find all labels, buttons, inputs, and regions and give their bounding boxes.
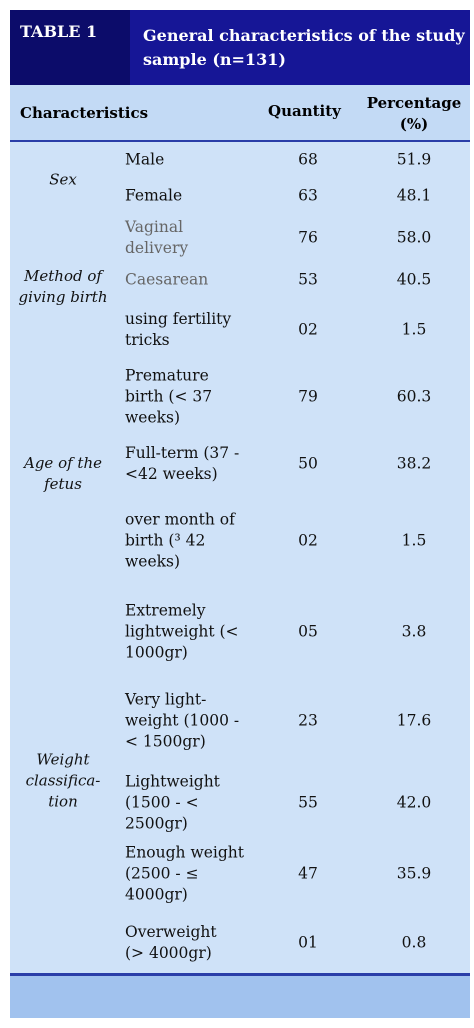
table-label: TABLE 1 <box>20 22 98 41</box>
column-header: Characteristics <box>20 104 149 122</box>
percentage: 48.1 <box>396 186 432 205</box>
characteristic: Full-term (37 - <42 weeks) <box>125 444 240 483</box>
quantity: 53 <box>298 270 318 289</box>
rule <box>10 140 470 142</box>
percentage: 40.5 <box>396 270 432 289</box>
characteristic: Premature birth (< 37 weeks) <box>125 366 213 427</box>
quantity: 01 <box>298 933 318 952</box>
characteristic: over month of birth (³ 42 weeks) <box>125 510 235 571</box>
quantity: 02 <box>298 320 318 339</box>
percentage: 1.5 <box>401 320 427 339</box>
group-label: Method of giving birth <box>18 267 108 306</box>
percentage: 51.9 <box>396 150 432 169</box>
quantity: 68 <box>298 150 318 169</box>
characteristic: Extremely lightweight (< 1000gr) <box>125 601 239 662</box>
group-label: Sex <box>49 170 77 189</box>
quantity: 63 <box>298 186 318 205</box>
percentage: 38.2 <box>396 454 432 473</box>
percentage: 35.9 <box>396 864 432 883</box>
quantity: 05 <box>298 622 318 641</box>
quantity: 79 <box>298 387 318 406</box>
quantity: 23 <box>298 711 318 730</box>
characteristic: Caesarean <box>125 270 209 289</box>
body-bg <box>10 142 470 973</box>
table-title: General characteristics of the study sam… <box>143 26 465 69</box>
characteristic: Male <box>125 150 165 169</box>
percentage: 58.0 <box>396 228 432 247</box>
quantity: 50 <box>298 454 318 473</box>
group-label: Weight classifica- tion <box>25 750 101 811</box>
characteristic: using fertility tricks <box>125 310 232 349</box>
header-label-bg <box>10 10 130 85</box>
percentage: 1.5 <box>401 531 427 550</box>
percentage: 17.6 <box>396 711 432 730</box>
characteristic: Vaginal delivery <box>125 218 189 257</box>
characteristic: Female <box>125 186 183 205</box>
quantity: 55 <box>298 793 318 812</box>
percentage: 42.0 <box>396 793 432 812</box>
quantity: 02 <box>298 531 318 550</box>
header-title-bg <box>130 10 470 85</box>
characteristic: Very light- weight (1000 - < 1500gr) <box>125 690 240 751</box>
characteristic: Overweight (> 4000gr) <box>125 923 217 962</box>
percentage: 3.8 <box>401 622 427 641</box>
group-label: Age of the fetus <box>24 454 102 493</box>
characteristic: Enough weight (2500 - ≤ 4000gr) <box>125 843 244 904</box>
percentage: 60.3 <box>396 387 432 406</box>
column-header: Percentage (%) <box>366 94 462 133</box>
characteristic: Lightweight (1500 - < 2500gr) <box>125 772 220 833</box>
column-header-bg <box>10 85 470 140</box>
footer-bg <box>10 976 470 1018</box>
quantity: 47 <box>298 864 318 883</box>
percentage: 0.8 <box>401 933 427 952</box>
column-header: Quantity <box>268 102 341 120</box>
quantity: 76 <box>298 228 318 247</box>
rule <box>10 973 470 976</box>
